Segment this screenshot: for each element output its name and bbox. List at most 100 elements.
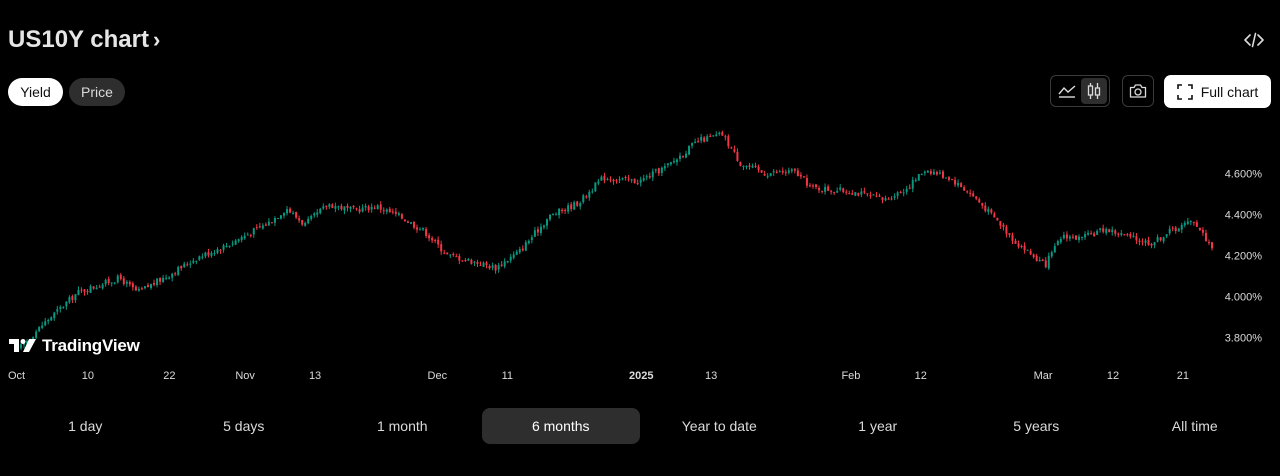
candle-body: [153, 282, 156, 285]
candle-body: [935, 172, 938, 175]
candle-body: [240, 237, 243, 241]
candle-body: [941, 171, 944, 178]
candle-body: [621, 178, 624, 180]
candle-body: [53, 312, 56, 319]
candle-body: [542, 225, 545, 228]
candle-body: [349, 206, 352, 209]
candles-chart-button[interactable]: [1080, 78, 1107, 104]
candle-body: [1211, 242, 1213, 249]
candle-body: [712, 135, 715, 137]
range-5-years[interactable]: 5 years: [1013, 418, 1060, 434]
range-1-year[interactable]: 1 year: [858, 418, 898, 434]
candle-body: [101, 284, 104, 289]
candle-body: [222, 245, 225, 250]
candle-body: [32, 337, 35, 339]
yield-toggle-button[interactable]: Yield: [8, 78, 63, 106]
candle-body: [536, 229, 539, 233]
tradingview-watermark[interactable]: TradingView: [8, 336, 140, 356]
candle-body: [675, 159, 678, 163]
x-tick-label: Nov: [235, 370, 255, 382]
candle-body: [600, 176, 603, 181]
chart-type-group: [1050, 75, 1110, 107]
y-tick-label: 4.200%: [1225, 250, 1263, 262]
candle-body: [313, 213, 316, 216]
candle-body: [1132, 235, 1135, 238]
candle-body: [428, 235, 431, 239]
candle-body: [833, 192, 836, 194]
candle-body: [724, 136, 727, 138]
candle-body: [564, 209, 567, 211]
chart-title[interactable]: US10Y chart ›: [8, 26, 160, 54]
candle-body: [92, 286, 95, 289]
candle-body: [663, 166, 666, 169]
y-tick-label: 4.600%: [1225, 168, 1263, 180]
candle-body: [385, 209, 388, 212]
candle-body: [62, 306, 65, 308]
candle-body: [615, 180, 618, 182]
candle-body: [715, 134, 718, 137]
candle-body: [464, 260, 467, 262]
candle-body: [431, 238, 434, 241]
candle-body: [89, 286, 92, 293]
snapshot-button[interactable]: [1122, 75, 1154, 107]
candle-body: [500, 264, 503, 266]
embed-code-button[interactable]: [1240, 28, 1268, 52]
range-1-month[interactable]: 1 month: [376, 418, 428, 434]
candle-body: [1126, 234, 1129, 236]
candle-body: [1174, 227, 1177, 232]
candle-body: [688, 146, 691, 155]
candle-body: [35, 331, 38, 338]
candle-body: [793, 168, 796, 171]
candle-body: [606, 179, 609, 181]
candle-body: [41, 325, 44, 328]
candle-body: [981, 203, 984, 206]
candle-body: [364, 205, 367, 208]
price-chart[interactable]: 4.600% 4.400% 4.200% 4.000% 3.800% Oct 10 22 Nov…: [0, 118, 1280, 388]
range-year-to-date[interactable]: Year to date: [681, 418, 757, 434]
candle-body: [497, 265, 500, 270]
candle-body: [443, 252, 446, 254]
candle-body: [636, 183, 639, 185]
candle-body: [552, 213, 555, 215]
candle-body: [736, 151, 739, 161]
candle-body: [237, 239, 240, 242]
candle-body: [425, 229, 428, 236]
y-tick-label: 3.800%: [1225, 332, 1263, 344]
candle-body: [990, 209, 993, 213]
candle-body: [745, 165, 748, 167]
y-tick-label: 4.000%: [1225, 291, 1263, 303]
range-5-days[interactable]: 5 days: [223, 418, 265, 434]
candle-body: [137, 288, 140, 291]
x-tick-label: 22: [163, 370, 175, 382]
candle-body: [842, 188, 845, 192]
full-chart-button[interactable]: Full chart: [1164, 75, 1271, 108]
candle-body: [845, 191, 848, 193]
price-toggle-button[interactable]: Price: [69, 78, 125, 106]
range-1-day[interactable]: 1 day: [68, 418, 103, 434]
area-chart-icon: [1057, 85, 1075, 98]
range-6-months[interactable]: 6 months: [481, 408, 640, 444]
time-range-selector: 1 day 5 days 1 month 6 months Year to da…: [6, 408, 1274, 444]
candle-body: [609, 179, 612, 181]
candle-body: [1023, 245, 1026, 250]
x-tick-label: 2025: [629, 370, 653, 382]
candle-body: [1093, 233, 1096, 236]
candle-body: [926, 170, 929, 173]
candle-body: [304, 222, 307, 226]
area-chart-button[interactable]: [1054, 78, 1080, 104]
candle-body: [98, 286, 101, 288]
range-all-time[interactable]: All time: [1171, 418, 1218, 434]
candle-body: [585, 196, 588, 198]
candle-body: [143, 286, 146, 289]
candle-body: [379, 204, 382, 210]
candle-body: [1053, 246, 1056, 253]
candle-body: [1074, 235, 1077, 240]
candle-body: [815, 184, 818, 187]
candle-body: [775, 171, 778, 173]
candle-body: [984, 205, 987, 212]
candle-body: [685, 153, 688, 158]
candle-body: [969, 192, 972, 194]
candle-body: [219, 250, 222, 252]
candle-body: [875, 195, 878, 197]
candle-body: [337, 206, 340, 208]
